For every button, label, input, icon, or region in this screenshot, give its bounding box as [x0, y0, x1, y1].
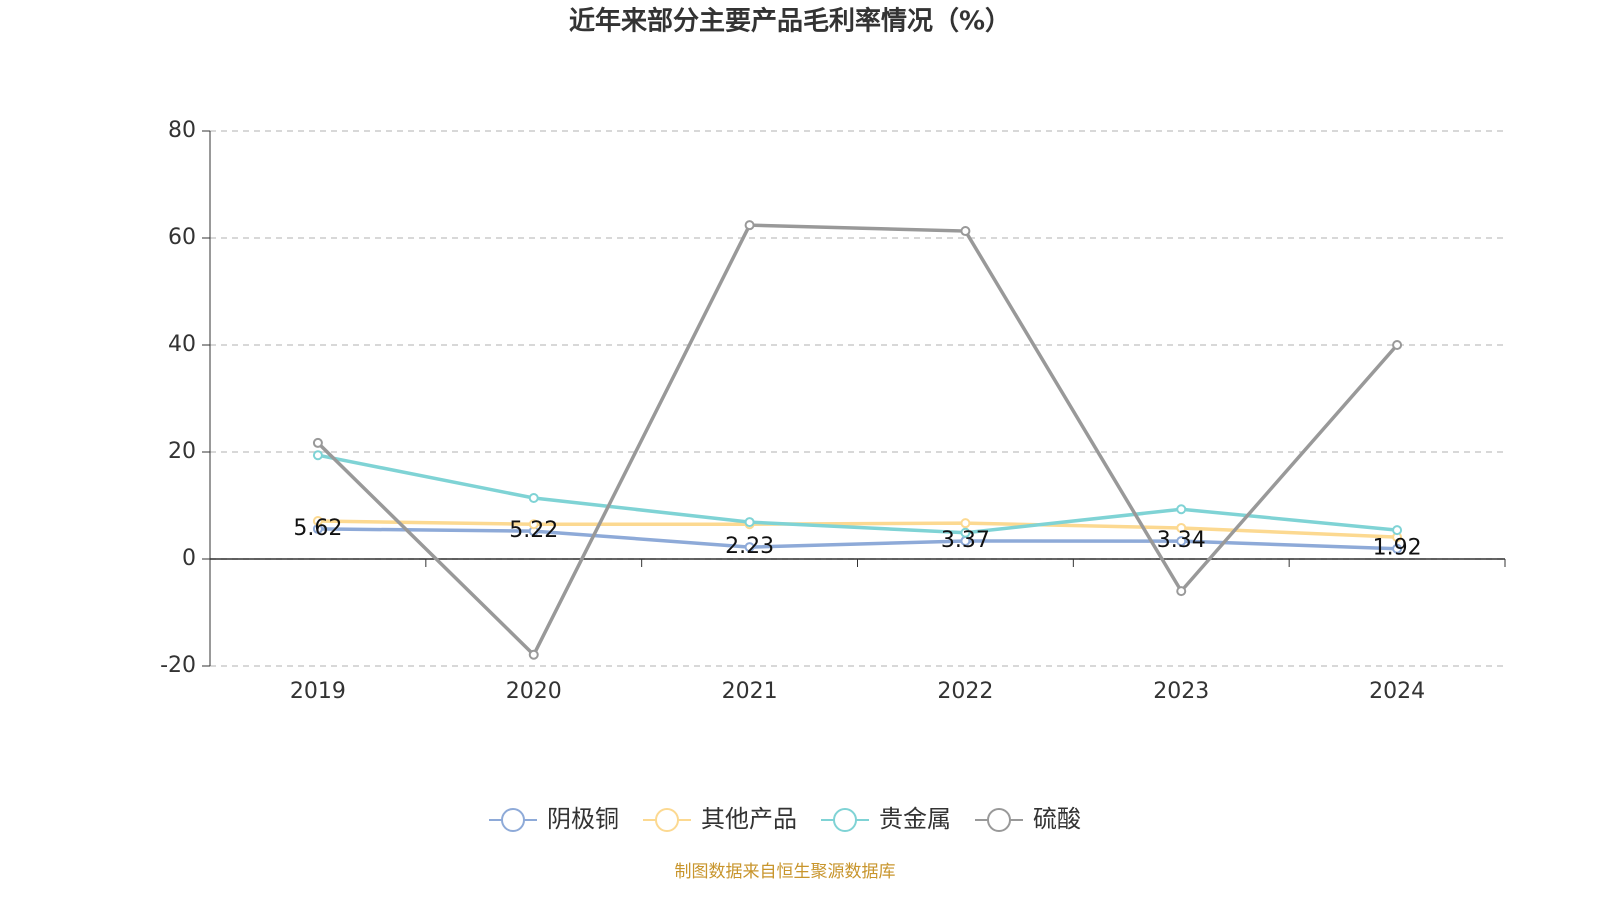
point: [1176, 522, 1187, 533]
point: [1392, 525, 1403, 536]
point: [528, 649, 539, 660]
x-tick-label: 2023: [1153, 679, 1209, 704]
point: [1176, 536, 1187, 547]
legend-label: 其他产品: [701, 805, 797, 833]
legend-marker: [987, 808, 1011, 832]
point: [744, 517, 755, 528]
legend-item[interactable]: 硫酸: [975, 805, 1081, 833]
legend-label: 硫酸: [1033, 805, 1081, 833]
point: [528, 493, 539, 504]
x-tick-label: 2019: [290, 679, 346, 704]
y-tick-label: 80: [168, 118, 196, 143]
series-line: [317, 519, 1398, 539]
data-label: 3.34: [1157, 528, 1206, 553]
source-note: 制图数据来自恒生聚源数据库: [675, 862, 896, 882]
y-tick-label: 0: [182, 546, 196, 571]
legend-marker: [655, 808, 679, 832]
chart-title: 近年来部分主要产品毛利率情况（%）: [569, 6, 1011, 37]
point: [960, 226, 971, 237]
series-line: [317, 453, 1398, 535]
point: [1176, 504, 1187, 515]
point: [1392, 340, 1403, 350]
x-tick-label: 2024: [1369, 679, 1425, 704]
point: [960, 527, 971, 538]
data-label: 1.92: [1373, 536, 1422, 561]
point: [1176, 586, 1187, 597]
x-tick-label: 2022: [937, 679, 993, 704]
legend-marker: [833, 808, 857, 832]
x-tick-label: 2020: [506, 679, 562, 704]
legend-item[interactable]: 阴极铜: [489, 805, 619, 833]
data-label: 5.22: [509, 518, 558, 543]
point: [744, 220, 755, 231]
point: [312, 516, 323, 527]
data-label: 2.23: [725, 534, 774, 559]
point: [312, 450, 323, 461]
legend-item[interactable]: 其他产品: [643, 805, 797, 833]
point: [1392, 543, 1403, 554]
y-tick-label: 60: [168, 225, 196, 250]
point: [312, 437, 323, 448]
data-label: 3.37: [941, 528, 990, 553]
x-tick-label: 2021: [722, 679, 778, 704]
legend-label: 贵金属: [879, 805, 951, 833]
point: [744, 542, 755, 553]
y-tick-label: 20: [168, 439, 196, 464]
point: [528, 519, 539, 530]
point: [960, 518, 971, 529]
y-tick-label: -20: [160, 653, 196, 678]
legend-label: 阴极铜: [547, 805, 619, 833]
series-line: [317, 527, 1398, 551]
data-label: 5.62: [293, 516, 342, 541]
legend-marker: [501, 808, 525, 832]
y-tick-label: 40: [168, 332, 196, 357]
series-line: [316, 223, 1399, 658]
legend-item[interactable]: 贵金属: [821, 805, 951, 833]
